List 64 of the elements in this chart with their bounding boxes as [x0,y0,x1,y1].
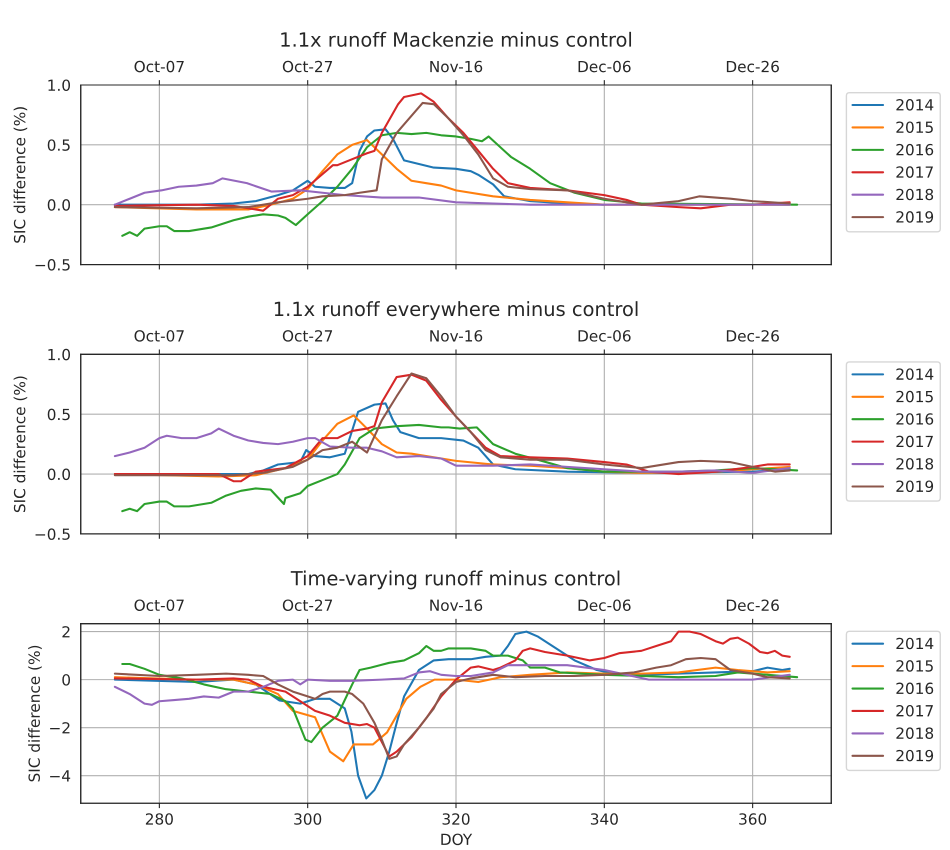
legend-label: 2016 [896,413,934,425]
y-tick-label: −0.5 [36,259,70,271]
x-tick-label: 280 [146,813,173,825]
x-tick-label: 300 [294,813,322,825]
x2-tick-label: Dec-06 [578,60,631,72]
legend-label: 2018 [896,188,934,200]
legend-label: 2016 [896,682,934,694]
line-series [114,630,791,800]
legend-label: 2017 [896,166,933,178]
line-series [121,132,798,237]
x2-tick-label: Nov-16 [430,599,482,612]
chart-title: 1.1x runoff Mackenzie minus control [281,32,632,47]
legend-label: 2014 [896,368,934,380]
legend-label: 2015 [896,390,933,402]
chart-title: 1.1x runoff everywhere minus control [274,301,638,320]
y-tick-label: −0.5 [36,528,70,540]
x2-tick-label: Dec-26 [726,330,779,342]
legend-label: 2017 [896,436,933,448]
legend-label: 2018 [896,458,934,470]
y-tick-label: 2 [62,626,70,638]
y-axis-title: SIC difference (%) [14,376,28,512]
legend-label: 2018 [896,727,934,739]
y-tick-label: −2 [50,722,70,734]
line-series [114,177,791,206]
y-tick-label: 0.5 [48,139,70,151]
legend-label: 2015 [896,660,933,672]
legend-label: 2014 [896,99,934,111]
line-series [114,630,791,758]
x2-tick-label: Dec-26 [726,599,779,612]
x2-tick-label: Oct-27 [282,60,332,72]
y-axis-title: SIC difference (%) [14,107,28,243]
y-tick-label: 0.5 [48,408,70,420]
x2-tick-label: Oct-07 [134,60,184,72]
y-tick-label: 1.0 [48,348,70,360]
x2-tick-label: Oct-07 [134,599,184,612]
x-tick-label: 320 [442,813,470,825]
x-axis-title: DOY [441,834,472,846]
y-tick-label: 0.0 [48,468,70,480]
x-tick-label: 360 [739,813,766,825]
x-tick-label: 340 [590,813,618,825]
y-tick-label: −4 [50,770,70,782]
legend-label: 2019 [896,211,934,223]
y-tick-label: 0 [62,674,70,686]
x2-tick-label: Oct-07 [134,330,184,342]
legend-label: 2014 [896,638,934,650]
x2-tick-label: Dec-26 [726,60,779,72]
line-series [114,664,791,706]
y-tick-label: 0.0 [48,199,70,211]
y-tick-label: 1.0 [48,79,70,92]
x2-tick-label: Oct-27 [282,599,332,612]
x2-tick-label: Nov-16 [430,60,482,72]
x2-tick-label: Oct-27 [282,330,332,342]
legend-label: 2015 [896,121,933,133]
x2-tick-label: Dec-06 [578,599,631,612]
x2-tick-label: Nov-16 [430,330,482,342]
line-series [114,428,791,474]
legend-label: 2019 [896,480,934,492]
y-axis-title: SIC difference (%) [28,646,42,782]
x2-tick-label: Dec-06 [578,330,631,342]
legend-label: 2017 [896,704,933,717]
legend-label: 2016 [896,144,934,156]
line-series [121,644,798,744]
chart-title: Time-varying runoff minus control [290,570,620,590]
legend-label: 2019 [896,750,934,762]
